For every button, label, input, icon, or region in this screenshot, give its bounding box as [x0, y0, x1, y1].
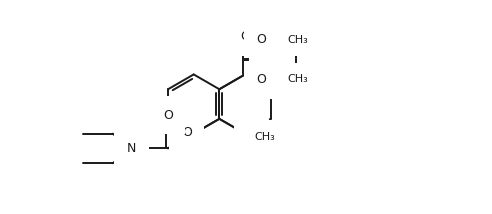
Text: O: O	[182, 126, 192, 139]
Text: CH₃: CH₃	[287, 74, 308, 84]
Text: O: O	[256, 73, 266, 86]
Text: O: O	[256, 33, 266, 46]
Text: N: N	[127, 142, 136, 155]
Text: O: O	[240, 30, 250, 43]
Text: O: O	[247, 131, 257, 144]
Text: O: O	[163, 109, 173, 122]
Text: CH₃: CH₃	[255, 132, 276, 142]
Text: CH₃: CH₃	[287, 35, 308, 45]
